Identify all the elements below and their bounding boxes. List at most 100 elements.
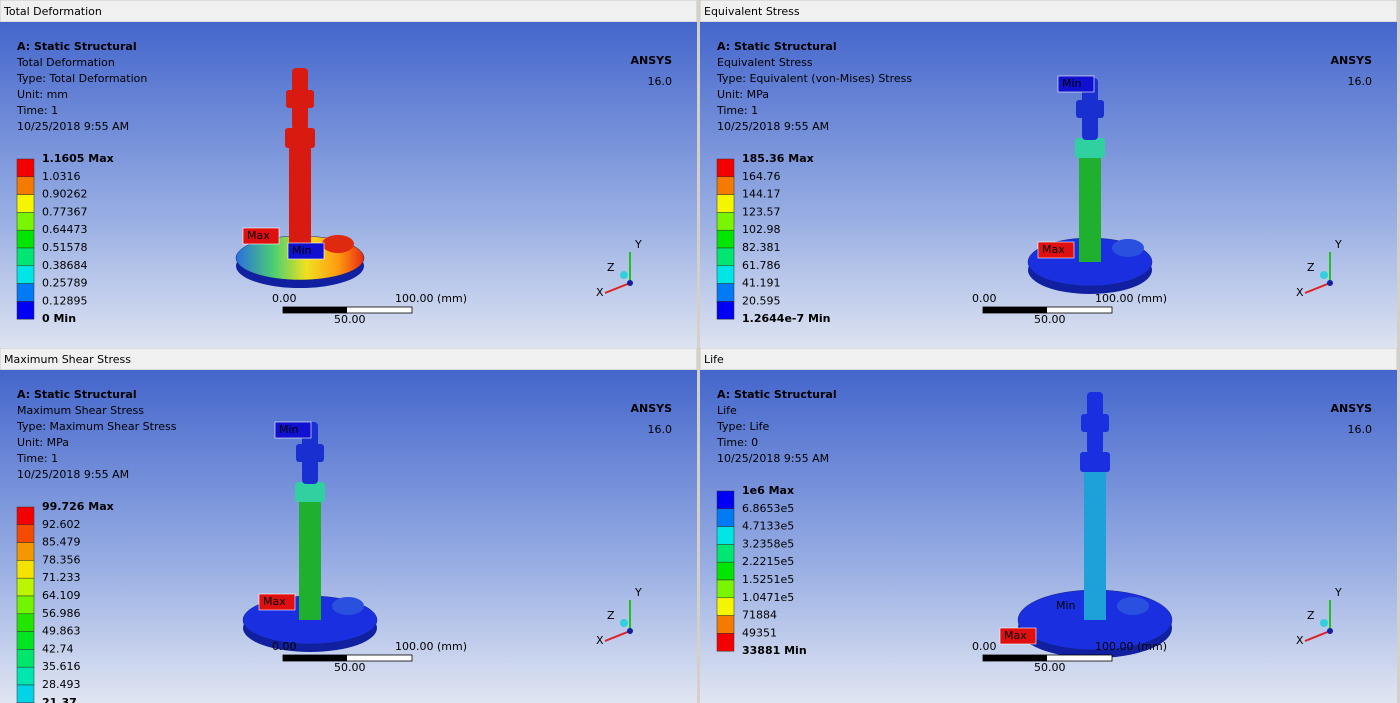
- probe-label: Min: [1056, 599, 1076, 612]
- info-line: Maximum Shear Stress: [17, 404, 144, 417]
- legend-swatch: [716, 283, 735, 302]
- legend-swatch: [16, 631, 35, 650]
- legend-label: 33881 Min: [742, 644, 807, 657]
- legend-label: 164.76: [742, 170, 781, 183]
- legend-swatch: [16, 301, 35, 320]
- scale-mid: 50.00: [334, 661, 366, 674]
- legend-label: 0.90262: [42, 188, 88, 201]
- probe-label: Max: [247, 229, 270, 242]
- info-line: 10/25/2018 9:55 AM: [17, 468, 129, 481]
- triad-axis: [1304, 630, 1331, 642]
- legend-label: 85.479: [42, 536, 81, 549]
- triad-label: Y: [634, 586, 642, 599]
- triad-label: X: [1296, 286, 1304, 299]
- model-rod: [289, 143, 311, 258]
- legend-label: 0.64473: [42, 223, 88, 236]
- legend-label: 49.863: [42, 625, 81, 638]
- probe-box: [242, 227, 280, 245]
- legend-swatch: [16, 613, 35, 632]
- legend-swatch: [16, 158, 35, 178]
- legend-swatch: [716, 194, 735, 213]
- legend-label: 78.356: [42, 553, 81, 566]
- scale-mid: 50.00: [334, 313, 366, 326]
- legend-swatch: [16, 649, 35, 668]
- triad-center: [620, 271, 628, 279]
- triad-label: X: [596, 286, 604, 299]
- legend-label: 92.602: [42, 518, 81, 531]
- legend-label: 0.51578: [42, 241, 88, 254]
- probe-box: [258, 593, 296, 611]
- info-line: Unit: mm: [17, 88, 68, 101]
- legend-label: 71884: [742, 609, 777, 622]
- info-line: Time: 1: [16, 452, 58, 465]
- logo-version: 16.0: [1348, 75, 1373, 88]
- scale-start: 0.00: [272, 292, 297, 305]
- legend-swatch: [716, 615, 735, 634]
- scale-start: 0.00: [272, 640, 297, 653]
- legend-label: 1.0471e5: [742, 591, 794, 604]
- legend-label: 61.786: [742, 259, 781, 272]
- model-nut: [296, 444, 324, 462]
- header-bar: [0, 0, 697, 23]
- model-nut: [286, 90, 314, 108]
- legend-swatch: [16, 577, 35, 597]
- model-lug: [332, 597, 364, 615]
- legend-swatch: [716, 247, 735, 267]
- legend-swatch: [16, 265, 35, 284]
- info-line: Time: 0: [716, 436, 758, 449]
- legend-swatch: [716, 544, 735, 563]
- info-line: Unit: MPa: [717, 88, 769, 101]
- triad-origin: [627, 628, 633, 634]
- legend-label: 99.726 Max: [42, 500, 114, 513]
- triad-label: X: [1296, 634, 1304, 647]
- legend-swatch: [716, 490, 735, 510]
- legend-swatch: [716, 633, 735, 652]
- scale-end: 100.00 (mm): [395, 640, 467, 653]
- triad-origin: [627, 280, 633, 286]
- legend-label: 1.0316: [42, 170, 81, 183]
- legend-label: 82.381: [742, 241, 781, 254]
- probe-box: [287, 242, 325, 260]
- triad-center: [1320, 271, 1328, 279]
- model-rod: [1079, 153, 1101, 262]
- probe-label: Max: [1004, 629, 1027, 642]
- triad-label: Z: [1307, 261, 1315, 274]
- legend-label: 0.77367: [42, 205, 88, 218]
- scale-bar-half: [283, 655, 347, 661]
- model-nut: [1081, 414, 1109, 432]
- model-lug: [322, 235, 354, 253]
- scale-end: 100.00 (mm): [1095, 640, 1167, 653]
- panel-title: Total Deformation: [3, 5, 102, 18]
- legend-swatch: [716, 176, 735, 195]
- triad-origin: [1327, 628, 1333, 634]
- info-line: Time: 1: [16, 104, 58, 117]
- legend-swatch: [716, 508, 735, 527]
- info-line: 10/25/2018 9:55 AM: [717, 452, 829, 465]
- legend-label: 3.2358e5: [742, 537, 794, 550]
- legend-swatch: [716, 158, 735, 178]
- model-nut: [1075, 138, 1105, 158]
- viewport-panel: Equivalent Stress A: Static Structural Equ…: [700, 0, 1397, 355]
- legend-label: 41.191: [742, 277, 781, 290]
- probe-label: Min: [1062, 77, 1082, 90]
- logo-version: 16.0: [648, 75, 673, 88]
- legend-swatch: [16, 560, 35, 579]
- legend-swatch: [16, 524, 35, 543]
- viewport-panel: Total Deformation A: Static Structural Tot…: [0, 0, 697, 355]
- legend-swatch: [716, 597, 735, 616]
- legend-label: 0.12895: [42, 294, 88, 307]
- legend-label: 185.36 Max: [742, 152, 814, 165]
- model-nut: [295, 482, 325, 502]
- logo-brand: ANSYS: [630, 402, 672, 415]
- logo-brand: ANSYS: [630, 54, 672, 67]
- legend-swatch: [716, 526, 735, 545]
- info-line: A: Static Structural: [17, 388, 137, 401]
- legend-swatch: [16, 283, 35, 302]
- model-nut: [285, 128, 315, 148]
- scale-start: 0.00: [972, 292, 997, 305]
- legend-label: 35.616: [42, 660, 81, 673]
- triad-origin: [1327, 280, 1333, 286]
- info-line: A: Static Structural: [717, 388, 837, 401]
- viewport-panel: Maximum Shear Stress A: Static Structural…: [0, 348, 697, 703]
